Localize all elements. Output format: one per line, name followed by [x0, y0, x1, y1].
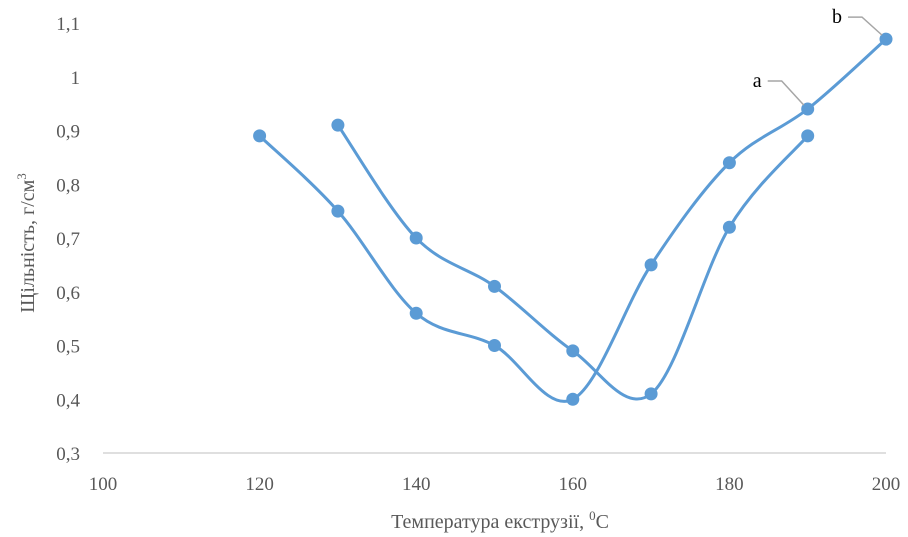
series-point-a	[409, 231, 423, 245]
series-point-a	[722, 220, 736, 234]
y-tick-label: 0,7	[56, 229, 80, 250]
y-tick-label: 0,9	[56, 122, 80, 143]
series-point-a	[644, 387, 658, 401]
series-point-a	[331, 118, 345, 132]
annotation-label-b: b	[832, 6, 842, 28]
series-point-a	[801, 129, 815, 143]
series-point-b	[644, 258, 658, 272]
series-point-a	[566, 344, 580, 358]
x-tick-label: 140	[402, 474, 431, 495]
y-tick-label: 0,8	[56, 175, 80, 196]
series-point-b	[879, 32, 893, 46]
annotation-leader-b	[848, 16, 883, 36]
y-tick-label: 1,1	[56, 14, 80, 35]
series-point-b	[801, 102, 815, 116]
x-axis-title: Температура екструзії, 0С	[391, 508, 609, 533]
y-tick-label: 0,5	[56, 337, 80, 358]
x-tick-label: 100	[89, 474, 118, 495]
series-point-b	[331, 204, 345, 218]
y-tick-label: 0,6	[56, 283, 80, 304]
x-tick-label: 200	[872, 474, 901, 495]
annotation-leader-a	[767, 80, 805, 106]
annotation-layer: ab	[753, 6, 883, 106]
series-point-b	[409, 306, 423, 320]
series-line-a	[336, 123, 810, 401]
y-axis-title: Щільність, г/см3	[14, 173, 39, 313]
series-point-b	[488, 339, 501, 352]
y-tick-label: 0,3	[56, 444, 80, 465]
x-tick-label: 120	[245, 474, 274, 495]
x-tick-label: 160	[559, 474, 588, 495]
x-tick-labels: 100 120 140 160 180 200	[89, 474, 901, 495]
y-tick-label: 0,4	[56, 390, 80, 411]
series-point-b	[253, 129, 267, 143]
series-point-b	[566, 392, 580, 406]
series-point-a	[488, 279, 501, 293]
y-tick-label: 1	[71, 68, 81, 89]
y-tick-labels: 0,3 0,4 0,5 0,6 0,7 0,8 0,9 1 1,1	[56, 14, 80, 465]
x-tick-label: 180	[715, 474, 744, 495]
annotation-label-a: a	[753, 70, 762, 92]
series-point-b	[722, 156, 736, 170]
series-layer	[253, 32, 893, 406]
